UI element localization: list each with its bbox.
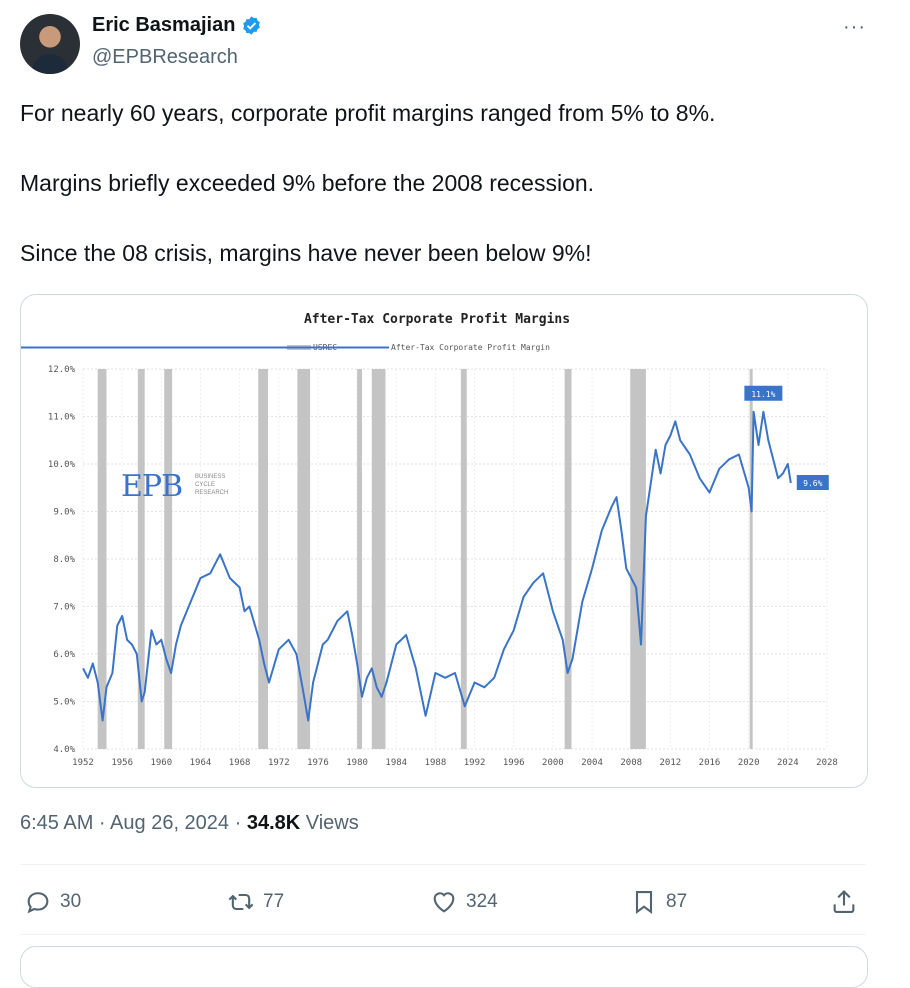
x-tick-label: 2024	[777, 758, 799, 768]
x-tick-label: 1952	[72, 758, 94, 768]
epb-watermark: EPB BUSINESS CYCLE RESEARCH	[121, 469, 228, 504]
verified-badge-icon	[243, 16, 261, 35]
y-tick-label: 11.0%	[48, 413, 76, 423]
annotation-label: 9.6%	[803, 479, 822, 488]
x-tick-label: 1976	[307, 758, 329, 768]
x-tick-label: 2016	[699, 758, 721, 768]
avatar[interactable]	[20, 14, 80, 74]
recession-band	[164, 369, 173, 749]
x-tick-label: 1988	[425, 758, 447, 768]
annotation-box	[796, 475, 829, 490]
annotation-label: 11.1%	[751, 390, 775, 399]
share-button[interactable]	[830, 880, 858, 924]
y-tick-label: 12.0%	[48, 365, 76, 375]
recession-band	[371, 369, 386, 749]
recession-band	[357, 369, 362, 749]
x-tick-label: 2000	[542, 758, 564, 768]
repost-icon	[228, 893, 254, 911]
epb-logo-line2: CYCLE	[195, 482, 215, 488]
x-tick-label: 1972	[268, 758, 290, 768]
share-icon	[833, 890, 855, 913]
reply-icon	[27, 892, 49, 914]
x-tick-label: 1992	[464, 758, 486, 768]
x-tick-label: 1956	[111, 758, 133, 768]
recession-band	[460, 369, 467, 749]
bookmark-button[interactable]: 87	[630, 880, 687, 924]
y-tick-label: 6.0%	[53, 650, 75, 660]
x-tick-label: 1996	[503, 758, 525, 768]
timestamp[interactable]: 6:45 AM · Aug 26, 2024 ·	[20, 812, 247, 834]
legend-series: After-Tax Corporate Profit Margin	[391, 343, 550, 352]
chart-title: After-Tax Corporate Profit Margins	[304, 312, 570, 327]
x-tick-label: 1960	[150, 758, 172, 768]
divider	[20, 864, 866, 865]
x-tick-label: 1980	[346, 758, 368, 768]
divider	[20, 934, 866, 935]
epb-logo-line3: RESEARCH	[195, 490, 228, 496]
y-tick-label: 9.0%	[53, 508, 75, 518]
y-tick-label: 10.0%	[48, 460, 76, 470]
chart-card[interactable]: After-Tax Corporate Profit Margins USREC…	[20, 294, 868, 788]
tweet-meta: 6:45 AM · Aug 26, 2024 · 34.8K Views	[20, 812, 359, 835]
bookmark-count: 87	[666, 891, 688, 912]
y-tick-label: 5.0%	[53, 698, 75, 708]
x-tick-label: 2008	[620, 758, 642, 768]
recession-band	[749, 369, 753, 749]
x-tick-label: 2012	[660, 758, 682, 768]
recession-band	[137, 369, 145, 749]
heart-icon	[433, 892, 455, 913]
views-label: Views	[300, 812, 359, 834]
like-count: 324	[466, 891, 498, 912]
recession-band	[564, 369, 572, 749]
epb-logo-line1: BUSINESS	[195, 474, 225, 480]
x-tick-label: 2028	[816, 758, 838, 768]
y-tick-label: 4.0%	[53, 745, 75, 755]
repost-button[interactable]: 77	[227, 880, 284, 924]
author-name[interactable]: Eric Basmajian	[92, 14, 236, 36]
x-tick-label: 1964	[190, 758, 212, 768]
annotation-box	[744, 385, 783, 401]
recession-band	[297, 369, 311, 749]
author-handle[interactable]: @EPBResearch	[92, 46, 238, 68]
like-button[interactable]: 324	[430, 880, 498, 924]
recession-band	[258, 369, 269, 749]
reply-box[interactable]	[20, 946, 868, 988]
y-tick-label: 8.0%	[53, 555, 75, 565]
epb-logo: EPB	[121, 469, 182, 504]
y-tick-label: 7.0%	[53, 603, 75, 613]
reply-button[interactable]: 30	[24, 880, 81, 924]
more-icon[interactable]: ···	[843, 16, 866, 38]
reply-count: 30	[60, 891, 82, 912]
profit-margin-chart: After-Tax Corporate Profit Margins USREC…	[21, 312, 838, 768]
x-tick-label: 1968	[229, 758, 251, 768]
series-line	[82, 410, 792, 722]
repost-count: 77	[263, 891, 285, 912]
bookmark-icon	[635, 891, 653, 915]
x-tick-label: 1984	[385, 758, 407, 768]
action-bar: 30 77 324 87	[20, 880, 866, 924]
views-count: 34.8K	[246, 812, 301, 834]
tweet-text: For nearly 60 years, corporate profit ma…	[20, 100, 716, 266]
x-tick-label: 2004	[581, 758, 603, 768]
author-name-row: Eric Basmajian	[92, 14, 262, 37]
x-tick-label: 2020	[738, 758, 760, 768]
recession-band	[630, 369, 646, 749]
recession-band	[97, 369, 107, 749]
